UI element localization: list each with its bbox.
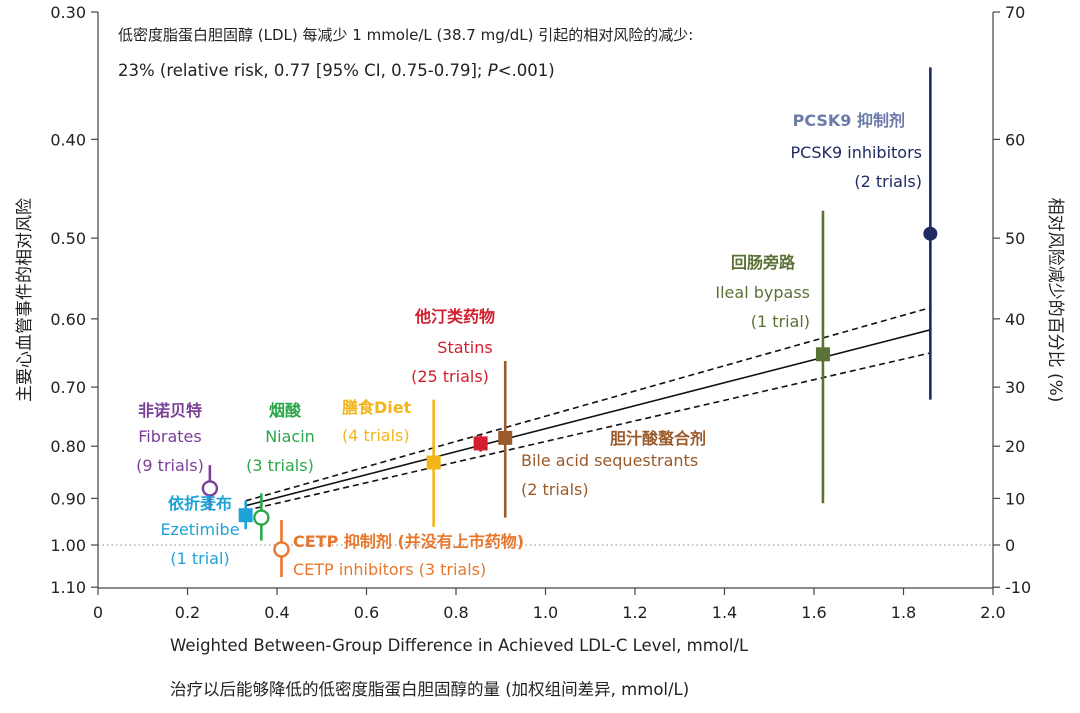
ileal-bypass-label-trials: (1 trial) (750, 312, 810, 331)
pcsk9-inhibitors-point (923, 226, 938, 241)
x-axis-label-en: Weighted Between-Group Difference in Ach… (170, 636, 749, 655)
x-tick-label: 0.8 (443, 603, 468, 622)
x-tick-label: 1.6 (801, 603, 826, 622)
pcsk9-label-trials: (2 trials) (854, 172, 922, 191)
niacin-label-trials: (3 trials) (246, 456, 314, 475)
bile-acid-sequestrants-point (498, 430, 513, 445)
statins-label-en: Statins (437, 338, 493, 357)
niacin-point (253, 509, 270, 526)
fibrates-point (201, 480, 219, 497)
diet-point (426, 455, 441, 470)
y-right-tick-label: -10 (1005, 578, 1031, 597)
y-left-tick-label: 0.90 (50, 489, 86, 508)
annotation-p: P (487, 61, 498, 80)
fibrates-label-en: Fibrates (138, 427, 202, 446)
x-tick-label: 0.6 (354, 603, 379, 622)
y-left-tick-label: 0.60 (50, 310, 86, 329)
ezetimibe-label-trials: (1 trial) (170, 549, 230, 568)
fibrates-label-cn: 非诺贝特 (137, 401, 202, 420)
fibrates-label-trials: (9 trials) (136, 456, 204, 475)
y-left-tick-label: 0.80 (50, 437, 86, 456)
x-tick-label: 1.2 (622, 603, 647, 622)
cetp-inhibitors-point (273, 541, 290, 558)
bile-acid-label-cn: 胆汁酸螯合剂 (610, 429, 707, 448)
cetp-label-en: CETP inhibitors (3 trials) (293, 560, 487, 579)
y-right-tick-label: 30 (1005, 378, 1025, 397)
y-right-tick-label: 10 (1005, 489, 1025, 508)
ezetimibe-label-en: Ezetimibe (160, 520, 240, 539)
y-right-tick-label: 20 (1005, 437, 1025, 456)
pcsk9-label-cn: PCSK9 抑制剂 (792, 111, 905, 130)
y-axis-label-right: 相对风险减少的百分比 (%) (1045, 198, 1065, 403)
y-left-tick-label: 0.70 (50, 378, 86, 397)
statins-label-trials: (25 trials) (411, 367, 489, 386)
y-left-tick-label: 0.40 (50, 130, 86, 149)
bile-acid-label-trials: (2 trials) (521, 480, 589, 499)
pcsk9-label-en: PCSK9 inhibitors (790, 143, 922, 162)
annotation-line-2: 23% (relative risk, 0.77 [95% CI, 0.75-0… (118, 61, 555, 80)
y-right-tick-label: 50 (1005, 229, 1025, 248)
x-tick-label: 0.4 (264, 603, 289, 622)
ezetimibe-point (238, 508, 253, 523)
ezetimibe-label-cn: 依折麦布 (167, 494, 232, 513)
ileal-bypass-point (815, 347, 830, 362)
x-tick-label: 1.4 (712, 603, 737, 622)
ileal-bypass-label-cn: 回肠旁路 (730, 253, 795, 272)
annotation-p-value: <.001) (497, 61, 555, 80)
y-left-tick-label: 0.50 (50, 229, 86, 248)
bile-acid-label-en: Bile acid sequestrants (521, 451, 699, 470)
y-left-tick-label: 0.30 (50, 3, 86, 22)
niacin-label-en: Niacin (265, 427, 315, 446)
annotation-line-1: 低密度脂蛋白胆固醇 (LDL) 每减少 1 mmole/L (38.7 mg/d… (118, 26, 694, 44)
ileal-bypass-label-en: Ileal bypass (715, 283, 810, 302)
diet-label: 膳食Diet (342, 398, 412, 417)
x-axis-label-cn: 治疗以后能够降低的低密度脂蛋白胆固醇的量 (加权组间差异, mmol/L) (170, 680, 690, 699)
diet-label-trials: (4 trials) (342, 426, 410, 445)
x-tick-label: 2.0 (980, 603, 1005, 622)
y-left-tick-label: 1.10 (50, 578, 86, 597)
y-right-tick-label: 60 (1005, 130, 1025, 149)
statins-label-cn: 他汀类药物 (414, 307, 495, 326)
statins-point (473, 436, 488, 451)
y-right-tick-label: 0 (1005, 536, 1015, 555)
ci-lower-line (245, 352, 931, 512)
x-tick-label: 1.8 (891, 603, 916, 622)
x-tick-label: 1.0 (533, 603, 558, 622)
cetp-label-cn: CETP 抑制剂 (并没有上市药物) (293, 532, 525, 551)
x-tick-label: 0 (93, 603, 103, 622)
niacin-label-cn: 烟酸 (268, 401, 301, 420)
annotation-rr: 23% (relative risk, 0.77 [95% CI, 0.75-0… (118, 61, 488, 80)
y-axis-label-left: 主要心血管事件的相对风险 (15, 198, 35, 402)
y-right-tick-label: 70 (1005, 3, 1025, 22)
y-right-tick-label: 40 (1005, 310, 1025, 329)
y-left-tick-label: 1.00 (50, 536, 86, 555)
x-tick-label: 0.2 (175, 603, 200, 622)
ci-upper-line (245, 306, 931, 502)
